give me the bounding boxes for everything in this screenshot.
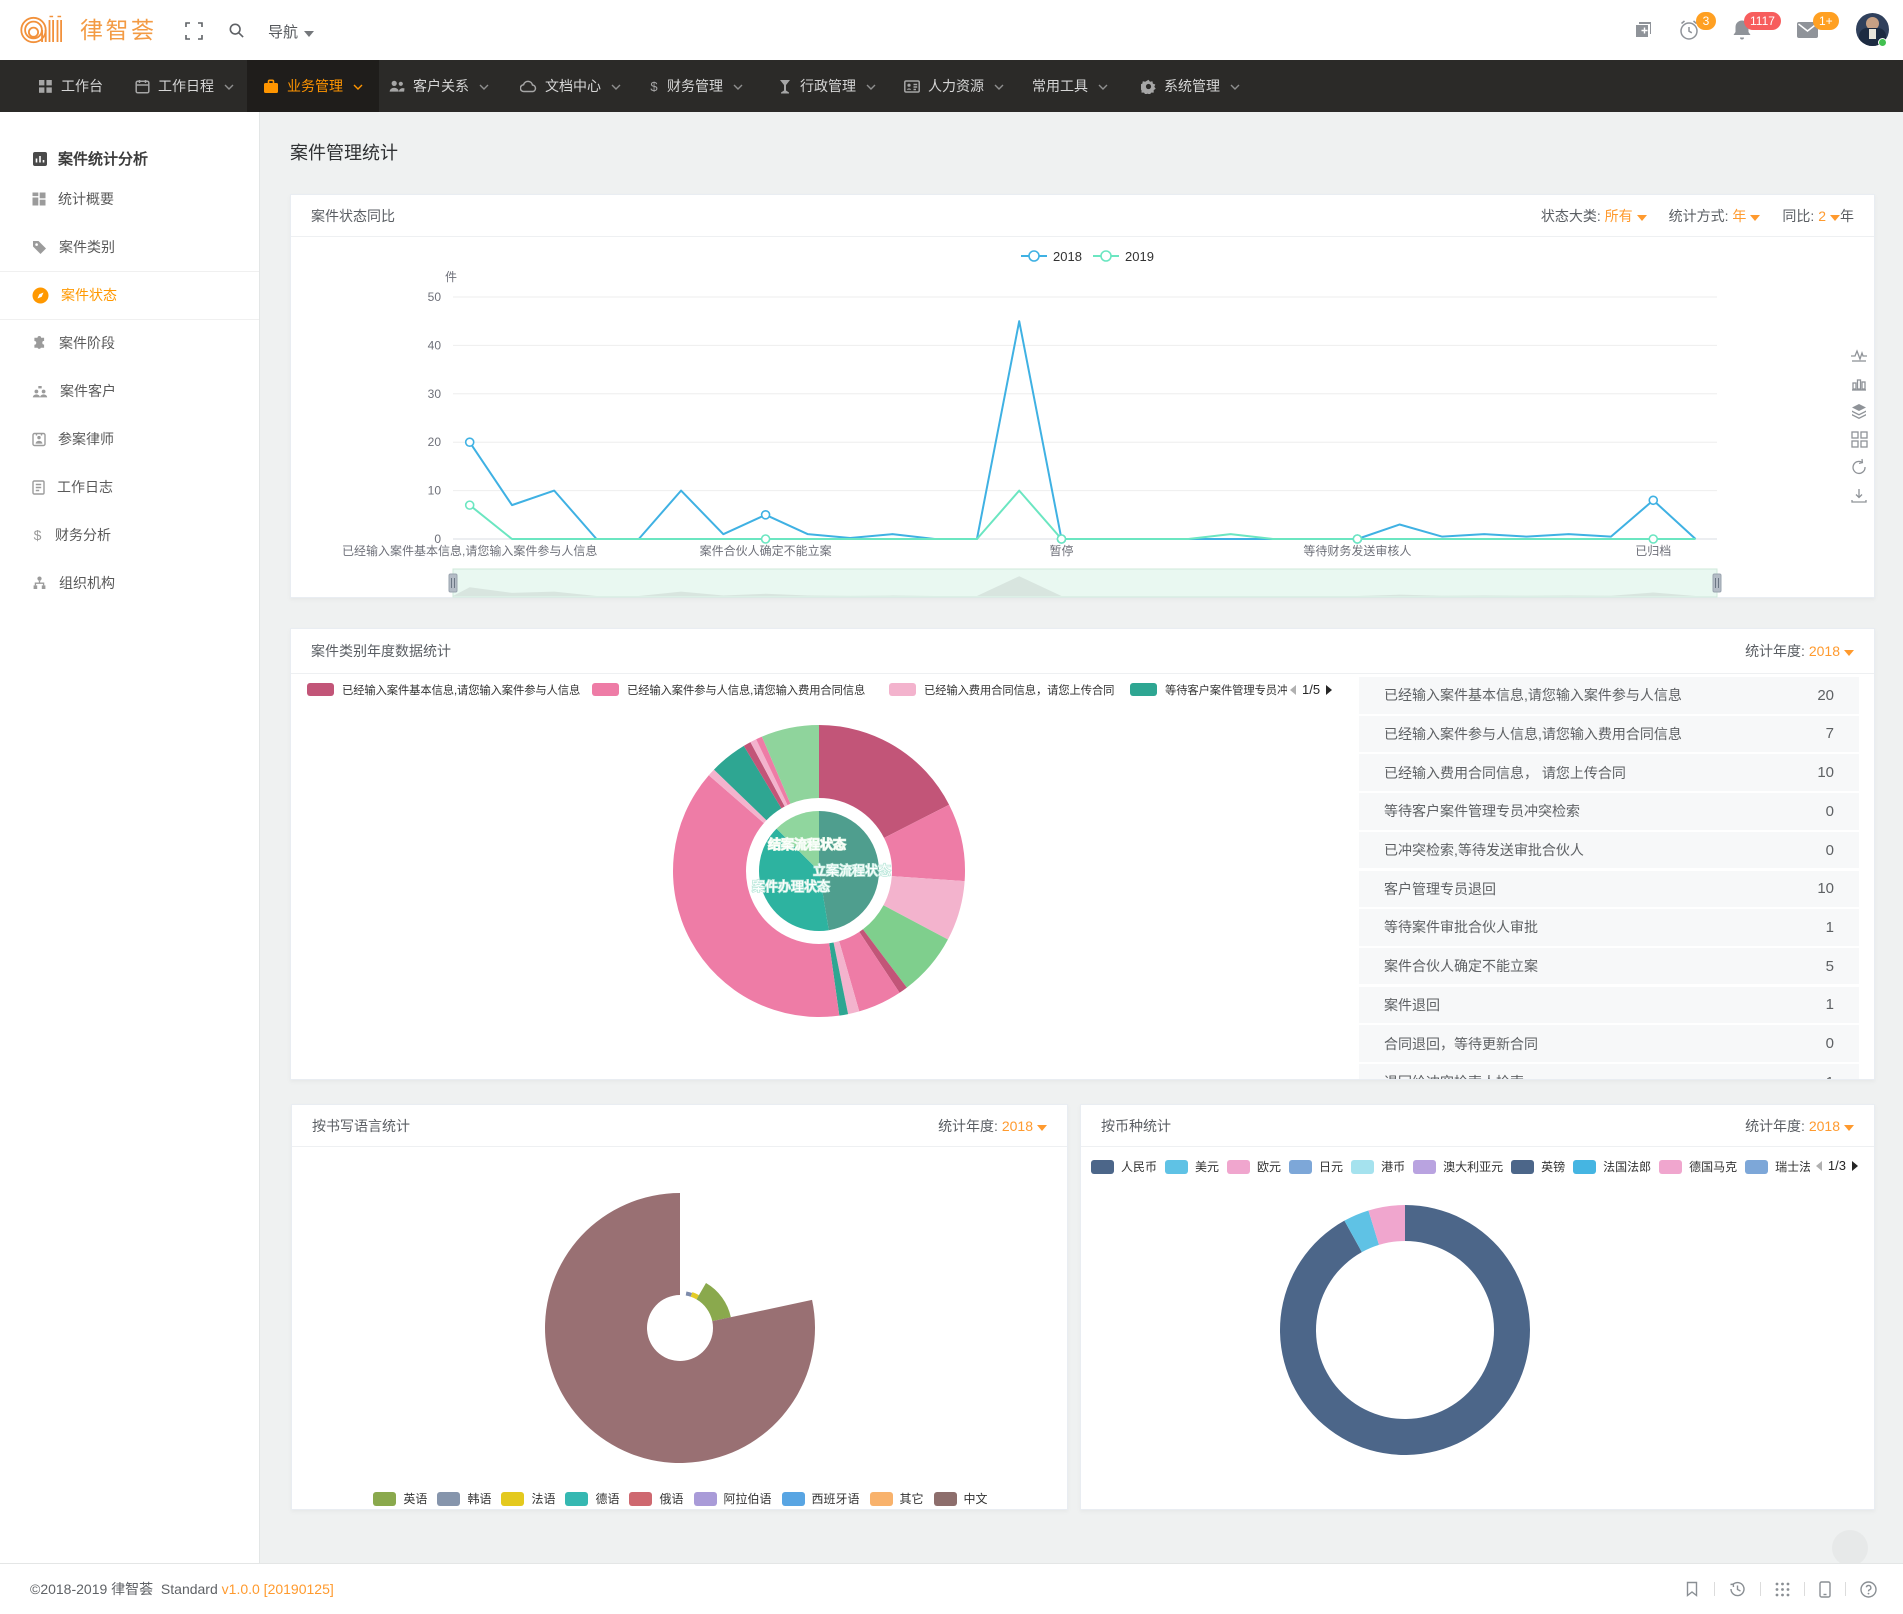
svg-text:案件办理状态: 案件办理状态 [752, 879, 830, 894]
svg-text:已经输入案件基本信息,请您输入案件参与人信息: 已经输入案件基本信息,请您输入案件参与人信息 [342, 543, 597, 558]
svg-text:2018: 2018 [1053, 249, 1082, 264]
svg-text:20: 20 [428, 435, 442, 449]
svg-text:结案流程状态: 结案流程状态 [768, 837, 846, 852]
svg-text:暂停: 暂停 [1049, 543, 1073, 558]
svg-text:30: 30 [428, 387, 442, 401]
svg-text:已归档: 已归档 [1635, 544, 1671, 558]
svg-text:0: 0 [434, 532, 441, 546]
svg-text:50: 50 [428, 290, 442, 304]
svg-text:$: $ [34, 527, 42, 543]
svg-text:件: 件 [445, 270, 457, 284]
svg-text:$: $ [650, 79, 658, 94]
svg-text:等待财务发送审核人: 等待财务发送审核人 [1303, 543, 1411, 558]
svg-text:2019: 2019 [1125, 249, 1154, 264]
svg-text:律智荟: 律智荟 [80, 17, 157, 43]
svg-text:40: 40 [428, 338, 442, 352]
svg-text:10: 10 [428, 484, 442, 498]
svg-text:立案流程状态: 立案流程状态 [813, 863, 891, 878]
svg-text:案件合伙人确定不能立案: 案件合伙人确定不能立案 [700, 543, 832, 558]
